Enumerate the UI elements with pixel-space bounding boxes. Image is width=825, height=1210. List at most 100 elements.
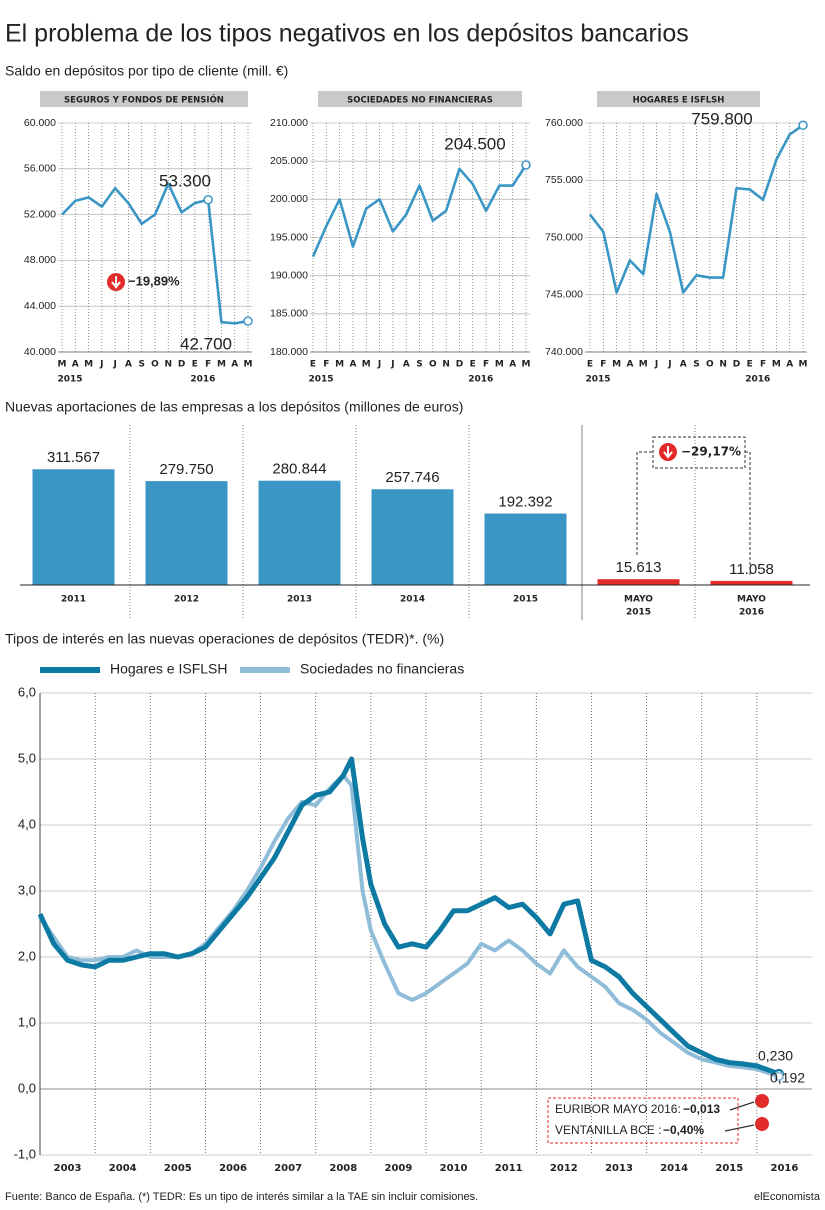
x-tick-label: M [362,360,371,370]
annotation: 0,192 [770,1070,805,1086]
panel-title: HOGARES E ISFLSH [633,96,725,106]
panel-title: SOCIEDADES NO FINANCIERAS [347,96,493,106]
x-tick-label: A [231,360,238,370]
x-tick-label: J [667,360,671,370]
x-tick-label: 2014 [660,1163,688,1174]
x-tick-label: A [626,360,633,370]
x-tick-label: MAYO [624,595,653,605]
x-tick-label: J [112,360,116,370]
annotation: EURIBOR MAYO 2016: [555,1102,681,1116]
y-tick-label: 2,0 [18,948,36,963]
line [588,124,804,294]
x-tick-label: M [84,360,93,370]
y-tick-label: 185.000 [270,308,308,320]
x-tick-label: S [693,360,699,370]
value-label: 15.613 [616,559,662,576]
x-tick-label: 2011 [61,595,86,605]
x-tick-label: M [495,360,504,370]
x-tick-label: 2013 [287,595,312,605]
year-label: 2015 [308,375,333,385]
year-label: 2015 [585,375,610,385]
y-tick-label: 5,0 [18,750,36,765]
x-tick-label: A [72,360,79,370]
line [311,164,528,258]
brand: elEconomista [754,1191,821,1203]
x-tick-label: 2008 [329,1163,357,1174]
year-label: 2016 [468,375,493,385]
x-tick-label: 2004 [109,1163,137,1174]
x-tick-label: 2015 [626,608,651,618]
title: El problema de los tipos negativos en lo… [5,20,689,48]
x-tick-label: 2016 [739,608,764,618]
y-tick-label: 210.000 [270,117,308,129]
x-tick-label: 2014 [400,595,425,605]
y-tick-label: 3,0 [18,882,36,897]
x-tick-label: 2013 [605,1163,633,1174]
panel-title: SEGUROS Y FONDOS DE PENSIÓN [64,94,224,106]
x-tick-label: 2015 [513,595,538,605]
x-tick-label: M [58,360,67,370]
value-label: 279.750 [159,461,213,478]
x-tick-label: F [600,360,606,370]
x-tick-label: F [760,360,766,370]
y-tick-label: 44.000 [24,300,56,312]
y-tick-label: 760.000 [545,117,583,129]
annotation: VENTANILLA BCE : [555,1123,661,1137]
x-tick-label: M [612,360,621,370]
x-tick-label: N [442,360,450,370]
line [38,773,780,1079]
y-tick-label: 0,0 [18,1080,36,1095]
x-tick-label: F [205,360,211,370]
value-label: 192.392 [498,494,552,511]
x-tick-label: F [323,360,329,370]
bar [145,481,228,585]
annotation: 204.500 [444,134,505,153]
x-tick-label: J [99,360,103,370]
value-label: 257.746 [385,469,439,486]
annotation: −0,013 [683,1102,720,1116]
x-tick-label: A [349,360,356,370]
x-tick-label: 2003 [54,1163,82,1174]
x-tick-label: 2016 [771,1163,799,1174]
panel-header [318,91,522,107]
y-tick-label: 205.000 [270,155,308,167]
y-tick-label: 755.000 [545,174,583,186]
bar [32,469,115,585]
y-tick-label: 40.000 [24,346,56,358]
x-tick-label: 2012 [174,595,199,605]
x-tick-label: D [733,360,740,370]
end-point [773,1071,784,1082]
panel-header [597,91,760,107]
annotation: −29,17% [681,445,741,459]
year-label: 2016 [190,375,215,385]
legend-label: Sociedades no financieras [300,661,464,677]
x-tick-label: 2010 [440,1163,468,1174]
x-tick-label: A [125,360,132,370]
x-tick-label: D [456,360,463,370]
red-dot [755,1094,769,1108]
year-label: 2016 [745,375,770,385]
x-tick-label: E [310,360,316,370]
x-tick-label: M [772,360,781,370]
x-tick-label: 2009 [385,1163,413,1174]
x-tick-label: O [429,360,437,370]
value-label: 280.844 [272,461,326,478]
end-point [798,120,808,131]
x-tick-label: N [719,360,727,370]
year-label: 2015 [57,375,82,385]
x-tick-label: E [192,360,198,370]
x-tick-label: A [680,360,687,370]
panel-header [40,91,248,107]
x-tick-label: E [587,360,593,370]
down-arrow [663,446,673,459]
subtitle: Saldo en depósitos por tipo de cliente (… [5,63,288,79]
annotation: 53.300 [159,171,211,190]
y-tick-label: 740.000 [545,346,583,358]
x-tick-label: 2011 [495,1163,523,1174]
x-tick-label: A [403,360,410,370]
x-tick-label: 2006 [219,1163,247,1174]
down-arrow [111,276,121,289]
x-tick-label: J [390,360,394,370]
source: Fuente: Banco de España. (*) TEDR: Es un… [5,1191,478,1203]
